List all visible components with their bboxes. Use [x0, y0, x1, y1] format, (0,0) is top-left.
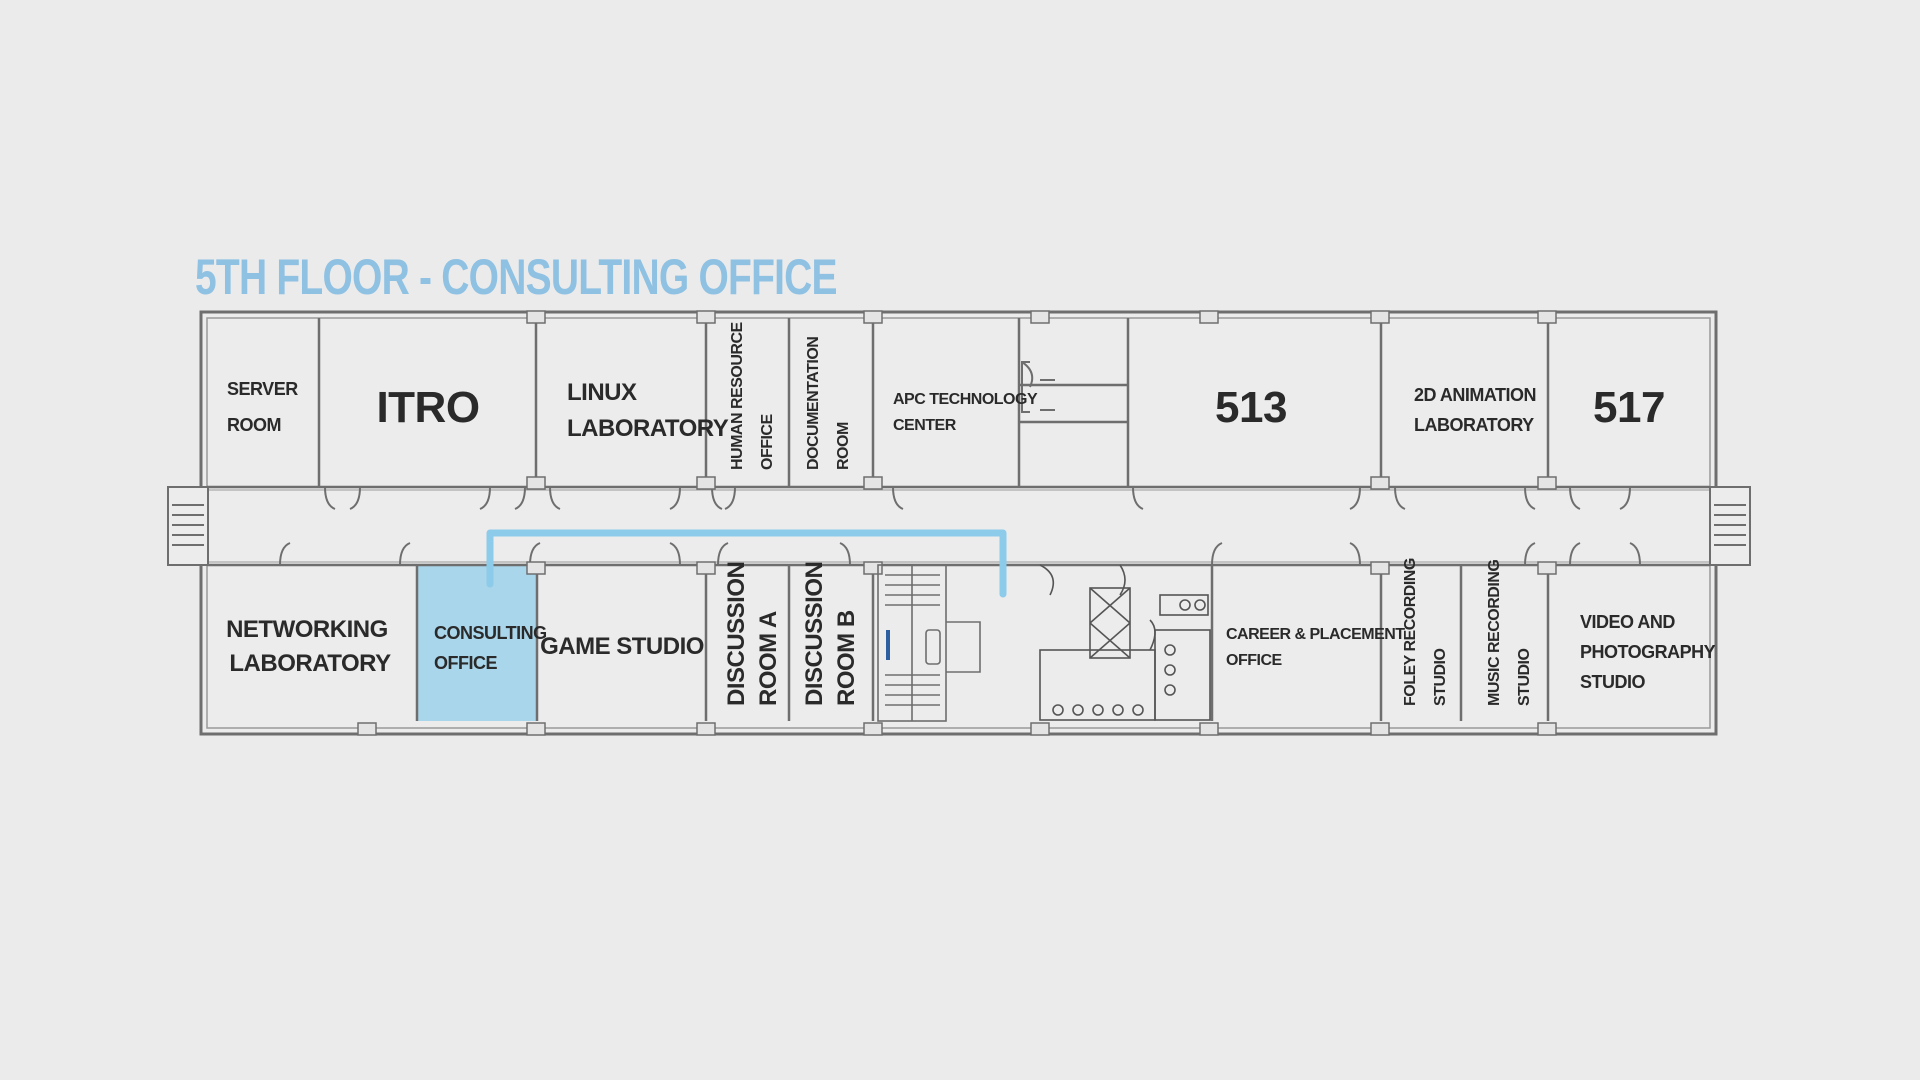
room-label-game-studio: GAME STUDIO	[540, 633, 704, 660]
room-label-networking-laboratory: NETWORKING LABORATORY	[226, 616, 394, 677]
door-swings	[279, 486, 1641, 566]
room-label-video-photography-studio: VIDEO AND PHOTOGRAPHY STUDIO	[1580, 612, 1719, 692]
room-label-itro: ITRO	[376, 383, 479, 432]
room-label-foley-recording-studio: FOLEY RECORDING STUDIO	[1402, 554, 1449, 706]
room-label-discussion-room-a: DISCUSSION ROOM A	[723, 555, 782, 706]
room-label-513: 513	[1215, 383, 1287, 432]
floor-title: 5TH FLOOR - CONSULTING OFFICE	[195, 249, 838, 305]
room-label-documentation-room: DOCUMENTATION ROOM	[805, 333, 852, 470]
room-label-apc-technology-center: APC TECHNOLOGY CENTER	[893, 391, 1041, 434]
elevator-restroom-block	[1039, 564, 1211, 721]
room-label-517: 517	[1593, 383, 1665, 432]
route-path	[486, 529, 1007, 598]
east-stairwell	[1709, 486, 1751, 566]
room-label-linux-laboratory: LINUX LABORATORY	[567, 379, 729, 442]
room-label-discussion-room-b: DISCUSSION ROOM B	[801, 555, 860, 706]
room-label-music-recording-studio: MUSIC RECORDING STUDIO	[1486, 556, 1533, 706]
room-label-2d-animation-laboratory: 2D ANIMATION LABORATORY	[1414, 385, 1541, 435]
west-stairwell	[167, 486, 209, 566]
room-label-consulting-office: CONSULTING OFFICE	[434, 623, 551, 673]
vestibule	[1021, 361, 1055, 413]
room-label-career-placement-office: CAREER & PLACEMENT OFFICE	[1226, 626, 1409, 669]
central-stair-core	[877, 564, 981, 722]
walls	[207, 318, 1710, 721]
room-label-human-resource-office: HUMAN RESOURCE OFFICE	[729, 318, 776, 470]
room-label-server-room: SERVER ROOM	[227, 379, 302, 435]
columns	[357, 310, 1557, 736]
consulting-office-highlight	[417, 565, 537, 721]
